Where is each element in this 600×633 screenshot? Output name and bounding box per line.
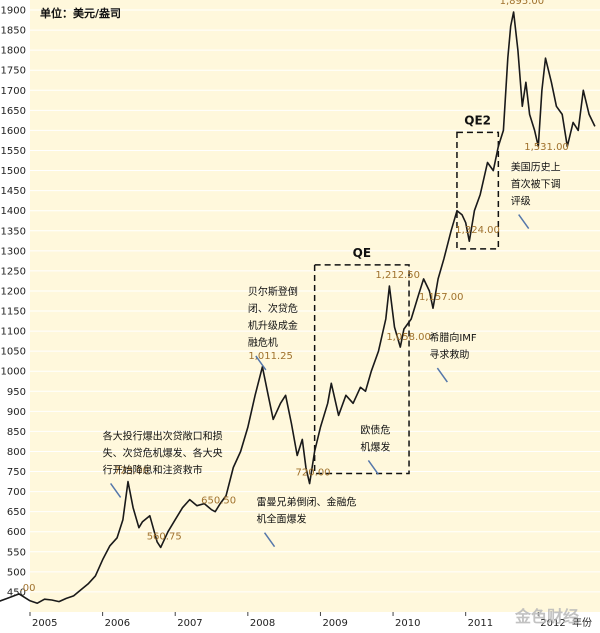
qe-box-label: QE xyxy=(353,246,371,260)
x-tick-label: 2005 xyxy=(32,618,57,629)
unit-label: 单位：美元/盎司 xyxy=(40,6,121,20)
annotation-line: 希腊向IMF xyxy=(429,331,477,344)
annotation-line: 失、次贷危机爆发、各大央 xyxy=(103,446,223,459)
qe-box xyxy=(313,264,410,475)
y-tick-label: 1550 xyxy=(1,146,26,157)
x-axis-ticks: 2005 2006 2007 2008 2009 2010 2011 2012 xyxy=(29,612,566,629)
y-tick-label: 950 xyxy=(7,387,26,398)
annotation-arrows xyxy=(110,214,530,548)
y-tick-label: 750 xyxy=(7,467,26,478)
value-label: 1,011.25 xyxy=(248,351,293,362)
y-tick-label: 450 xyxy=(7,587,26,598)
x-tick-label: 2009 xyxy=(322,618,347,629)
qe-boxes: QE QE2 xyxy=(313,113,500,475)
y-tick-label: 650 xyxy=(7,507,26,518)
annotation-line: 机升级成金 xyxy=(248,319,298,332)
y-tick-label: 1900 xyxy=(1,6,26,17)
y-tick-label: 1850 xyxy=(1,26,26,37)
annotation-line: 美国历史上 xyxy=(511,161,561,174)
y-tick-label: 1500 xyxy=(1,166,26,177)
x-tick-label: 2008 xyxy=(250,618,275,629)
annotation-line: 寻求救助 xyxy=(429,348,469,361)
y-tick-label: 1600 xyxy=(1,126,26,137)
annotation-line: 行开始降息和注资救市 xyxy=(103,463,203,476)
y-tick-label: 1150 xyxy=(1,307,26,318)
annotation-line: 贝尔斯登倒 xyxy=(248,285,298,298)
annotation-arrow xyxy=(367,459,379,475)
event-annotations: 贝尔斯登倒闭、次贷危机升级成金融危机各大投行爆出次贷敞口和损失、次贷危机爆发、各… xyxy=(103,161,561,526)
y-tick-label: 1450 xyxy=(1,186,26,197)
value-label: 1,157.00 xyxy=(419,292,464,303)
annotation-line: 机爆发 xyxy=(360,440,390,453)
x-tick-label: 2006 xyxy=(105,618,130,629)
value-labels: .00 725.00 560.75 650.50 1,011.25 720.00 1,212… xyxy=(20,0,569,594)
y-tick-label: 1100 xyxy=(1,327,26,338)
y-tick-label: 1350 xyxy=(1,226,26,237)
y-tick-label: 600 xyxy=(7,527,26,538)
annotation-arrow xyxy=(263,532,276,548)
annotation: 希腊向IMF 寻求救助 xyxy=(429,331,477,361)
value-label: 1,212.50 xyxy=(375,270,420,281)
y-tick-label: 900 xyxy=(7,407,26,418)
y-tick-label: 1400 xyxy=(1,206,26,217)
y-tick-label: 550 xyxy=(7,547,26,558)
annotation-line: 机全面爆发 xyxy=(257,513,307,526)
y-tick-label: 1200 xyxy=(1,286,26,297)
x-tick-label: 2007 xyxy=(177,618,202,629)
x-unit-label: 年份 xyxy=(572,616,592,629)
y-tick-label: 1300 xyxy=(1,246,26,257)
value-label: 720.00 xyxy=(296,468,331,479)
y-axis-ticks: 450 500 550 600 650 700 750 800 850 900 950 1000 105… xyxy=(1,6,26,599)
price-line xyxy=(0,11,596,604)
watermark: 金色财经 xyxy=(514,607,579,626)
annotation-line: 融危机 xyxy=(248,336,278,349)
value-label: 1,895.00 xyxy=(500,0,545,7)
y-tick-label: 850 xyxy=(7,427,26,438)
y-tick-label: 1000 xyxy=(1,367,26,378)
value-label: 1,531.00 xyxy=(524,142,569,153)
x-tick-label: 2012 xyxy=(540,618,565,629)
x-tick-label: 2011 xyxy=(468,618,493,629)
x-tick-label: 2010 xyxy=(395,618,420,629)
qe-box-label: QE2 xyxy=(464,113,491,127)
value-label: 560.75 xyxy=(147,531,182,542)
y-tick-label: 700 xyxy=(7,487,26,498)
annotation-arrow xyxy=(518,214,530,229)
y-tick-label: 800 xyxy=(7,447,26,458)
annotation-line: 首次被下调 xyxy=(511,178,561,191)
value-label: 650.50 xyxy=(201,496,236,507)
y-tick-label: 1050 xyxy=(1,347,26,358)
annotation-arrow xyxy=(436,367,448,383)
y-tick-label: 1700 xyxy=(1,86,26,97)
value-label: 725.00 xyxy=(114,466,149,477)
annotation-line: 评级 xyxy=(511,196,531,208)
annotation-arrow xyxy=(110,483,122,498)
annotation-line: 欧债危 xyxy=(360,423,390,436)
annotation-line: 各大投行爆出次贷敞口和损 xyxy=(103,429,223,442)
annotation-line: 雷曼兄弟倒闭、金融危 xyxy=(257,496,357,509)
value-label: 1,324.00 xyxy=(455,225,500,236)
y-tick-label: 1750 xyxy=(1,66,26,77)
y-tick-label: 1650 xyxy=(1,106,26,117)
annotation-arrow xyxy=(255,355,267,371)
y-tick-label: 1800 xyxy=(1,46,26,57)
value-label: .00 xyxy=(20,583,36,594)
qe-box xyxy=(456,131,500,250)
y-tick-label: 1250 xyxy=(1,266,26,277)
value-label: 1,058.00 xyxy=(386,332,431,343)
annotation-line: 闭、次贷危 xyxy=(248,302,298,315)
y-tick-label: 500 xyxy=(7,567,26,578)
